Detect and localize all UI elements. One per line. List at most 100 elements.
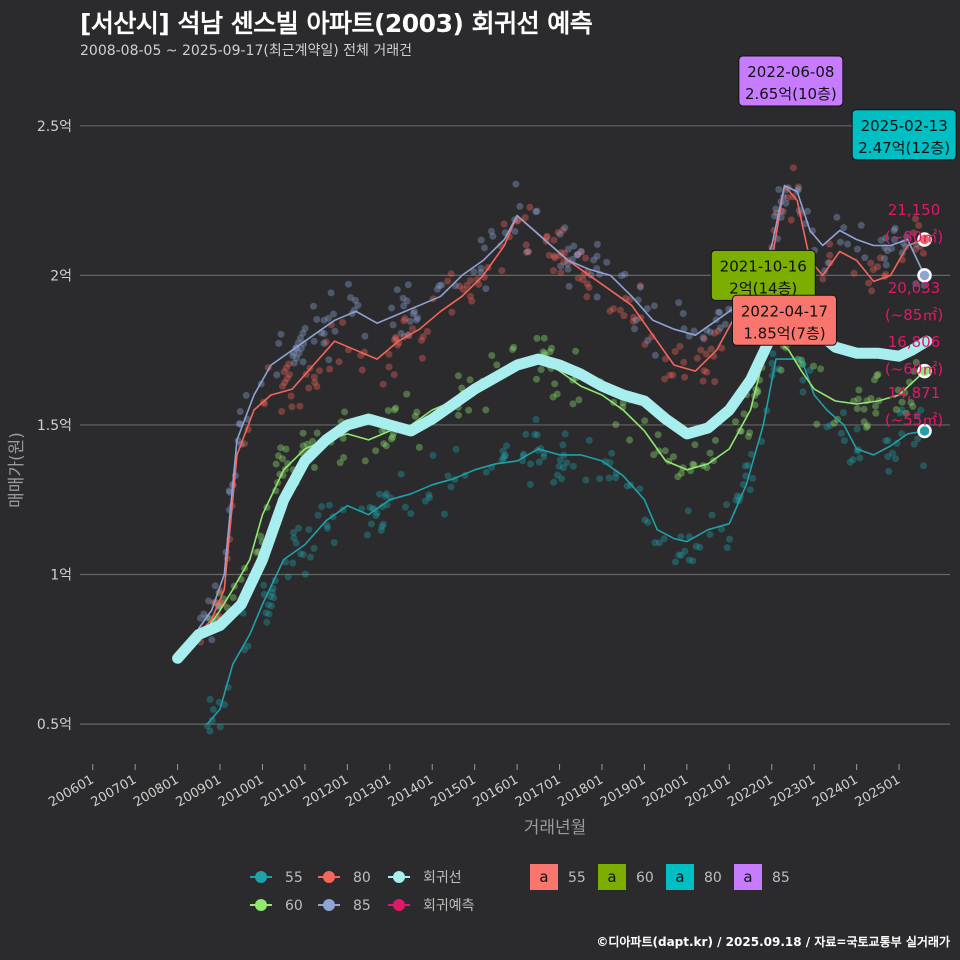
scatter-point [295, 524, 303, 532]
scatter-point [654, 431, 662, 439]
scatter-point [367, 520, 375, 528]
scatter-point [853, 405, 861, 413]
scatter-point [914, 435, 922, 443]
scatter-point [208, 716, 216, 724]
scatter-point [482, 285, 490, 293]
scatter-point [684, 507, 692, 515]
scatter-point [290, 534, 298, 542]
scatter-point [917, 406, 925, 414]
scatter-point [447, 270, 455, 278]
scatter-point [236, 408, 244, 415]
scatter-point [559, 441, 567, 449]
scatter-point [525, 248, 533, 256]
scatter-point [603, 258, 611, 266]
scatter-point [444, 277, 452, 285]
scatter-point [285, 360, 293, 368]
scatter-point [548, 344, 555, 352]
scatter-point [590, 256, 598, 264]
legend-point-key [393, 871, 405, 883]
scatter-point [489, 232, 497, 240]
scatter-point [522, 248, 530, 256]
scatter-point [898, 430, 906, 438]
scatter-point [286, 371, 293, 379]
scatter-point [661, 447, 669, 455]
scatter-point [361, 457, 369, 465]
scatter-point [884, 453, 892, 461]
scatter-point [310, 302, 317, 310]
scatter-point [915, 222, 923, 229]
scatter-point [403, 297, 411, 305]
scatter-point [320, 316, 328, 324]
scatter-point [556, 456, 564, 464]
legend-label: 80 [704, 870, 722, 886]
scatter-point [610, 305, 617, 313]
scatter-point [385, 363, 393, 371]
scatter-point [533, 207, 541, 215]
scatter-point [693, 354, 701, 362]
scatter-point [672, 558, 679, 566]
legend-label: 회귀예측 [423, 898, 475, 914]
scatter-point [612, 474, 620, 482]
scatter-point [840, 224, 848, 232]
scatter-point [411, 308, 418, 316]
scatter-point [488, 227, 495, 235]
scatter-point [315, 367, 323, 375]
scatter-point [279, 382, 286, 390]
scatter-point [896, 409, 904, 417]
scatter-point [392, 333, 400, 341]
scatter-point [456, 282, 464, 290]
scatter-point [888, 449, 896, 457]
scatter-point [512, 180, 520, 188]
legend-label-box [598, 864, 626, 890]
scatter-point [361, 332, 369, 340]
scatter-point [279, 455, 286, 463]
scatter-point [782, 199, 790, 207]
scatter-point [290, 529, 298, 536]
scatter-point [769, 350, 777, 358]
y-tick-label: 2.5억 [37, 119, 72, 135]
scatter-point [912, 358, 920, 366]
scatter-point [510, 343, 518, 351]
scatter-point [569, 462, 577, 470]
scatter-point [351, 296, 359, 304]
scatter-point [855, 386, 863, 394]
scatter-point [467, 277, 475, 285]
scatter-point [281, 378, 289, 386]
scatter-point [324, 314, 332, 322]
scatter-point [295, 349, 303, 357]
scatter-point [380, 440, 388, 448]
forecast-area: (~85㎡) [885, 306, 943, 324]
scatter-point [706, 328, 714, 336]
scatter-point [500, 452, 508, 460]
forecast-point [917, 268, 932, 283]
scatter-point [919, 249, 927, 257]
scatter-point [395, 339, 403, 347]
annotation-date: 2025-02-13 [861, 117, 948, 135]
scatter-point [699, 334, 707, 341]
scatter-point [397, 470, 405, 478]
scatter-point [629, 317, 637, 325]
scatter-point [292, 539, 300, 547]
legend-point-key [393, 899, 405, 911]
scatter-point [377, 526, 385, 534]
scatter-point [326, 365, 334, 373]
scatter-point [540, 453, 548, 461]
scatter-point [543, 233, 551, 241]
scatter-point [669, 371, 677, 379]
scatter-point [549, 393, 557, 401]
scatter-point [318, 503, 326, 510]
forecast-value: 20,033 [888, 279, 941, 297]
scatter-point [706, 531, 714, 538]
scatter-point [499, 447, 507, 455]
scatter-point [882, 234, 890, 242]
scatter-point [229, 594, 237, 601]
scatter-point [836, 238, 844, 246]
scatter-point [569, 400, 577, 408]
scatter-point [854, 245, 861, 253]
scatter-point [570, 242, 578, 250]
annotation-price: 2억(14층) [729, 279, 797, 297]
scatter-point [869, 266, 877, 274]
scatter-point [898, 398, 906, 406]
scatter-point [661, 375, 669, 383]
scatter-point [882, 261, 890, 269]
